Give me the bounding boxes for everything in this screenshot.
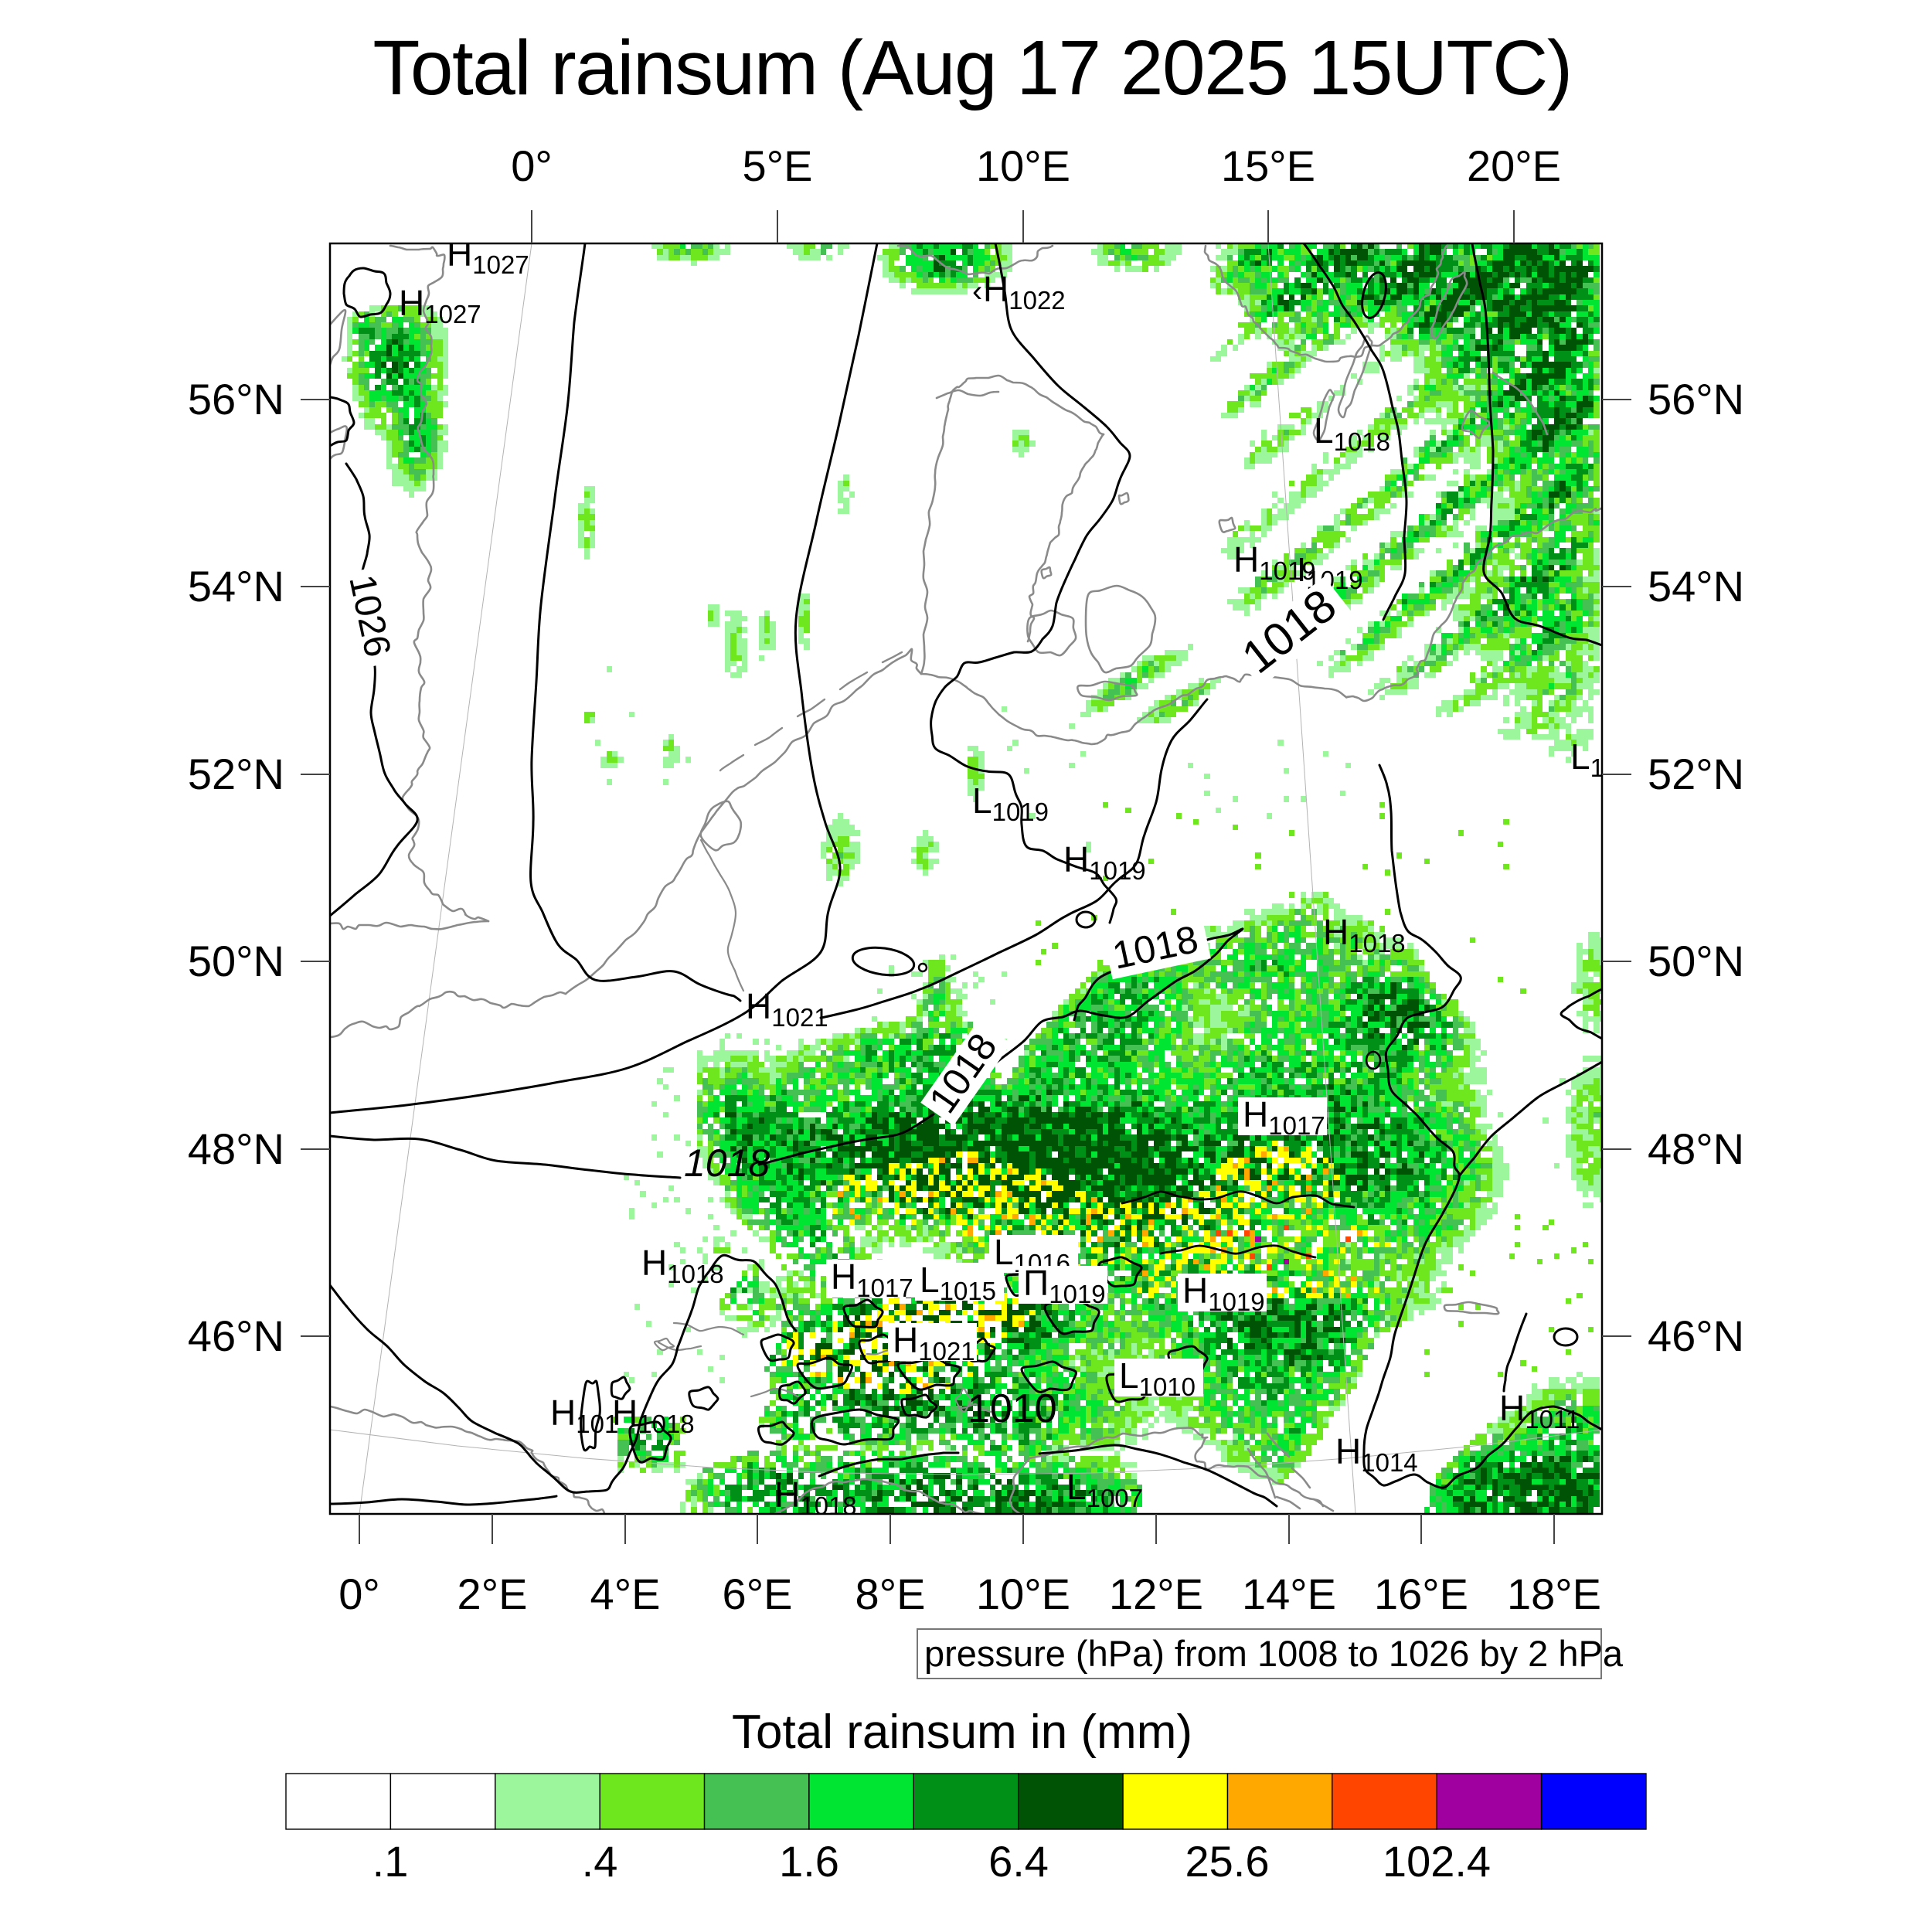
svg-text:H1019: H1019 xyxy=(1182,1270,1265,1316)
svg-text:.1: .1 xyxy=(372,1837,409,1886)
svg-text:6.4: 6.4 xyxy=(988,1837,1049,1886)
svg-text:pressure (hPa) from 1008 to 10: pressure (hPa) from 1008 to 1026 by 2 hP… xyxy=(924,1633,1624,1674)
svg-text:0°: 0° xyxy=(511,141,553,190)
svg-text:L10: L10 xyxy=(1570,736,1618,782)
svg-text:54°N: 54°N xyxy=(188,562,284,611)
svg-text:Total rainsum in (mm): Total rainsum in (mm) xyxy=(732,1706,1192,1759)
svg-text:1.6: 1.6 xyxy=(779,1837,839,1886)
svg-text:16°E: 16°E xyxy=(1374,1570,1468,1618)
svg-text:50°N: 50°N xyxy=(188,937,284,985)
svg-text:6°E: 6°E xyxy=(723,1570,793,1618)
svg-text:5°E: 5°E xyxy=(743,141,813,190)
svg-text:56°N: 56°N xyxy=(188,375,284,423)
svg-text:Π1019: Π1019 xyxy=(1023,1263,1106,1308)
svg-text:46°N: 46°N xyxy=(188,1311,284,1360)
svg-text:10°E: 10°E xyxy=(976,1570,1070,1618)
svg-text:54°N: 54°N xyxy=(1648,562,1744,611)
svg-text:102.4: 102.4 xyxy=(1383,1837,1491,1886)
svg-text:10°E: 10°E xyxy=(976,141,1070,190)
svg-text:H1027: H1027 xyxy=(447,233,529,279)
svg-text:25.6: 25.6 xyxy=(1185,1837,1270,1886)
svg-text:8°E: 8°E xyxy=(855,1570,926,1618)
svg-text:1018: 1018 xyxy=(684,1141,770,1185)
svg-text:H1018: H1018 xyxy=(612,1393,695,1438)
svg-text:56°N: 56°N xyxy=(1648,375,1744,423)
svg-text:‹: ‹ xyxy=(972,274,982,308)
svg-text:46°N: 46°N xyxy=(1648,1311,1744,1360)
svg-text:50°N: 50°N xyxy=(1648,937,1744,985)
svg-text:H1014: H1014 xyxy=(1335,1431,1418,1477)
svg-text:52°N: 52°N xyxy=(1648,750,1744,798)
svg-text:0°: 0° xyxy=(338,1570,380,1618)
svg-text:18°E: 18°E xyxy=(1507,1570,1601,1618)
svg-text:Total rainsum (Aug 17 2025 15U: Total rainsum (Aug 17 2025 15UTC) xyxy=(372,25,1571,111)
svg-text:2°E: 2°E xyxy=(457,1570,528,1618)
svg-text:14°E: 14°E xyxy=(1242,1570,1336,1618)
svg-text:12°E: 12°E xyxy=(1109,1570,1203,1618)
svg-text:48°N: 48°N xyxy=(1648,1124,1744,1173)
svg-text:20°E: 20°E xyxy=(1467,141,1561,190)
svg-text:48°N: 48°N xyxy=(188,1124,284,1173)
svg-text:H1021: H1021 xyxy=(893,1320,975,1366)
svg-text:1010: 1010 xyxy=(968,1386,1057,1431)
svg-text:52°N: 52°N xyxy=(188,750,284,798)
svg-text:15°E: 15°E xyxy=(1221,141,1315,190)
svg-text:.4: .4 xyxy=(582,1837,618,1886)
svg-text:4°E: 4°E xyxy=(590,1570,661,1618)
